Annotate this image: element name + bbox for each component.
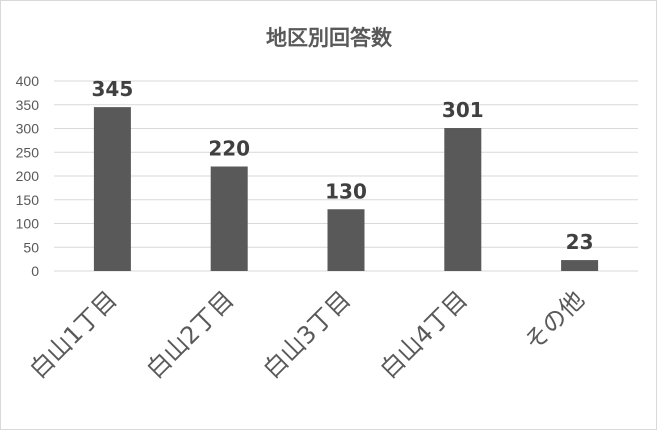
x-tick-label: 白山3丁目	[258, 285, 356, 383]
data-label: 301	[442, 98, 484, 122]
y-axis: 0 50 100 150 200 250 300 350 400	[16, 73, 40, 279]
y-tick-label: 250	[16, 144, 40, 160]
chart-title: 地区別回答数	[266, 26, 393, 50]
y-tick-label: 50	[23, 239, 39, 255]
x-tick-label: その他	[519, 285, 590, 356]
y-tick-label: 350	[16, 97, 40, 113]
y-tick-label: 300	[16, 121, 40, 137]
y-tick-label: 200	[16, 168, 40, 184]
data-label: 220	[208, 137, 250, 161]
bar	[210, 166, 248, 271]
y-tick-label: 0	[31, 263, 39, 279]
data-label: 130	[325, 179, 367, 203]
x-tick-label: 白山2丁目	[141, 285, 239, 383]
data-label: 345	[92, 77, 134, 101]
x-tick-label: 白山4丁目	[375, 285, 473, 383]
x-tick-label: 白山1丁目	[24, 285, 122, 383]
bar	[327, 209, 365, 271]
x-axis: 白山1丁目 白山2丁目 白山3丁目 白山4丁目 その他	[24, 285, 590, 383]
bar	[93, 107, 131, 271]
bar	[444, 128, 482, 271]
y-tick-label: 100	[16, 216, 40, 232]
y-tick-label: 150	[16, 192, 40, 208]
y-tick-label: 400	[16, 73, 40, 89]
bars	[93, 107, 599, 271]
data-labels: 345 220 130 301 23	[92, 77, 594, 254]
data-label: 23	[566, 230, 594, 254]
gridlines	[54, 80, 638, 272]
bar	[561, 260, 599, 271]
